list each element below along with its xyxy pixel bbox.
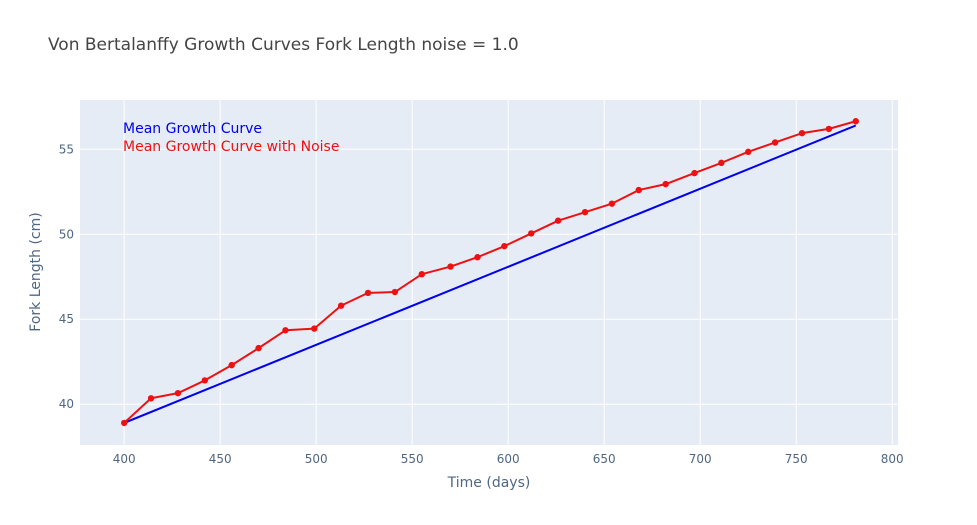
data-point (418, 270, 425, 278)
y-axis-title: Fork Length (cm) (28, 212, 44, 331)
y-tick-label: 40 (59, 397, 74, 411)
data-point (120, 419, 128, 427)
data-point (798, 129, 806, 137)
data-point (852, 118, 859, 125)
x-tick-label: 400 (113, 452, 136, 466)
data-point (745, 148, 752, 156)
data-point (528, 230, 535, 237)
x-tick-label: 800 (881, 452, 904, 466)
chart-title: Von Bertalanffy Growth Curves Fork Lengt… (48, 35, 519, 55)
data-point (447, 263, 454, 270)
x-tick-label: 650 (593, 452, 616, 466)
data-point (662, 180, 669, 188)
data-point (825, 125, 833, 133)
data-point (364, 289, 372, 297)
x-tick-label: 750 (785, 452, 808, 466)
x-tick-label: 550 (401, 452, 424, 466)
y-tick-label: 45 (59, 312, 74, 326)
series-line-1 (123, 120, 857, 424)
data-point (201, 377, 209, 384)
data-point (282, 327, 289, 334)
series-layer (120, 118, 859, 427)
tick-labels: 400 450 500 550 600 650 700 750 800 40 45 50 55 (59, 142, 904, 466)
data-point (311, 325, 318, 332)
y-tick-label: 50 (59, 227, 74, 241)
data-point (691, 169, 698, 177)
data-point (174, 389, 182, 397)
data-point (608, 200, 616, 207)
x-tick-label: 500 (305, 452, 328, 466)
grid (80, 100, 898, 445)
data-point (501, 242, 508, 250)
data-point (337, 302, 345, 309)
series-line-0 (123, 124, 857, 424)
x-tick-label: 450 (209, 452, 232, 466)
x-axis-title: Time (days) (447, 475, 531, 491)
data-point (255, 344, 262, 352)
x-tick-label: 600 (497, 452, 520, 466)
data-point (771, 139, 779, 146)
data-point (581, 208, 589, 216)
data-point (635, 186, 642, 194)
data-point (147, 395, 155, 402)
plot-background (80, 100, 898, 445)
annotation-mean-growth-curve: Mean Growth Curve (123, 121, 262, 137)
data-point (554, 217, 562, 224)
data-point (474, 254, 481, 261)
data-point (718, 159, 725, 167)
data-point (391, 288, 399, 296)
annotation-mean-growth-curve-with-noise: Mean Growth Curve with Noise (123, 139, 339, 155)
y-tick-label: 55 (59, 142, 74, 156)
data-point (228, 361, 235, 369)
x-tick-label: 700 (689, 452, 712, 466)
